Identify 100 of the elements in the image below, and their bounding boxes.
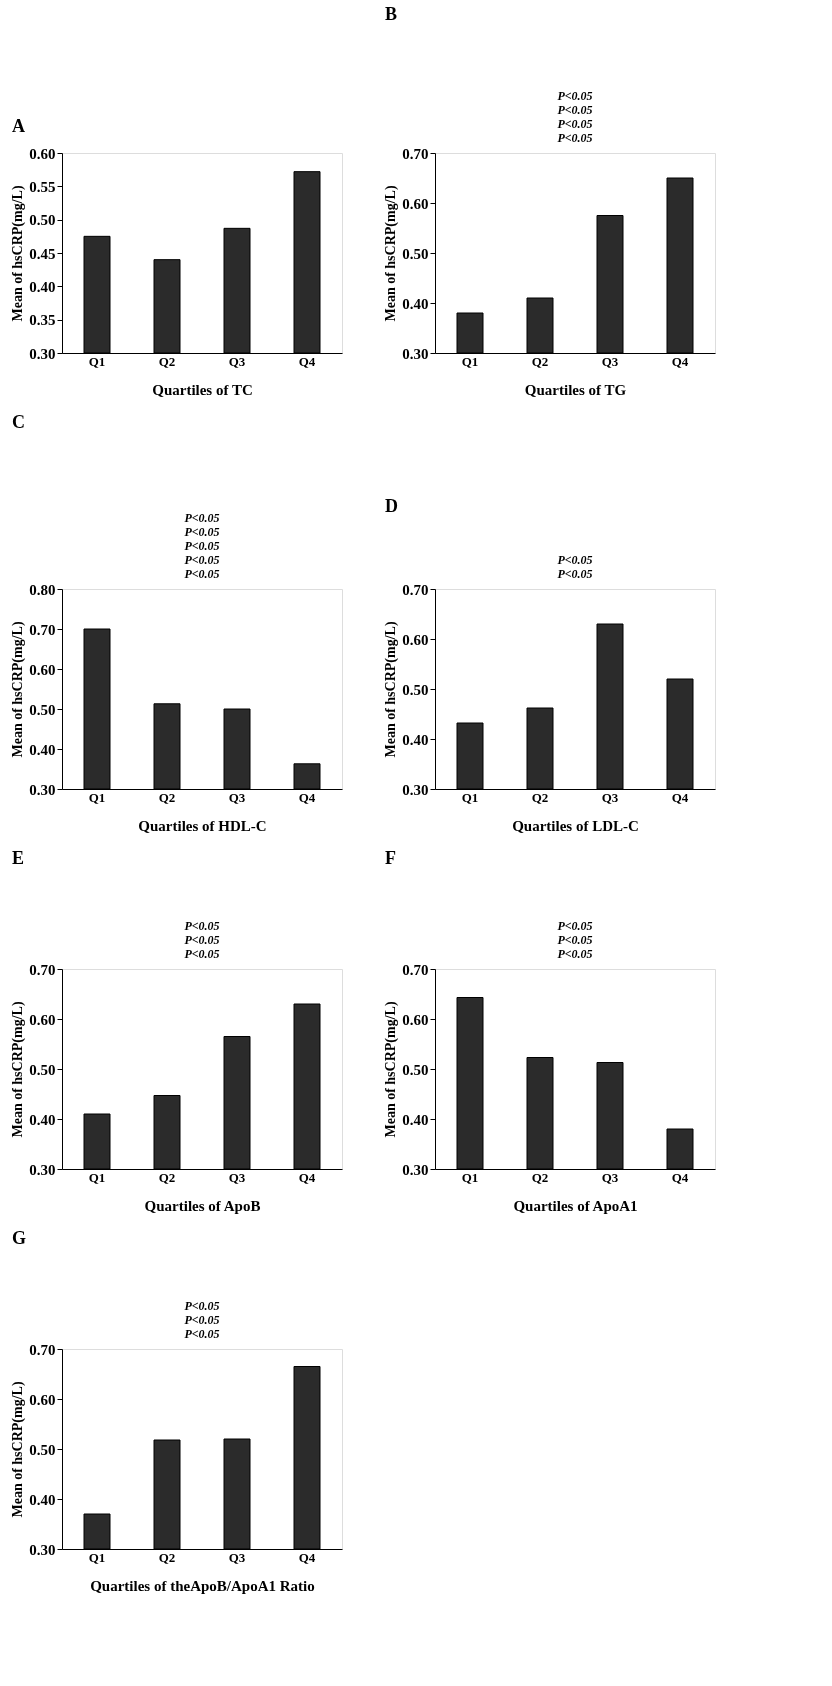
x-tick-label: Q3 [601,1169,619,1185]
x-tick-label: Q1 [461,789,479,805]
x-tick-label: Q3 [601,353,619,369]
x-tick-label: Q2 [531,353,549,369]
y-tick-label: 0.55 [29,178,56,195]
y-tick-label: 0.60 [29,661,56,678]
text: P<0.05 [184,933,220,947]
y-axis-title: Mean of hsCRP(mg/L) [10,621,27,758]
text: P<0.05 [557,103,593,117]
x-axis-title: Quartiles of TC [152,381,253,398]
y-axis-title: Mean of hsCRP(mg/L) [10,185,27,322]
chart-title: B [385,4,398,24]
x-tick-label: Q1 [461,1169,479,1185]
y-tick-label: 0.40 [402,1111,429,1128]
x-axis-title: Quartiles of theApoB/ApoA1 Ratio [90,1577,315,1594]
text: P<0.05 [557,567,593,581]
chart-title: A [12,116,25,136]
chart-title: C [12,412,25,432]
y-axis-title: Mean of hsCRP(mg/L) [383,1001,400,1138]
x-tick-label: Q2 [158,1169,176,1185]
text: P<0.05 [184,947,220,961]
x-axis-title: Quartiles of ApoB [144,1197,261,1214]
x-tick-label: Q4 [298,789,316,805]
y-tick-label: 0.50 [402,245,429,262]
text: P<0.05 [557,553,593,567]
x-tick-label: Q1 [88,1549,106,1565]
text: P<0.05 [557,89,593,103]
y-tick-label: 0.50 [29,701,56,718]
x-tick-label: Q2 [531,1169,549,1185]
text: P<0.05 [184,1299,220,1313]
x-tick-label: Q1 [461,353,479,369]
y-tick-label: 0.60 [402,1011,429,1028]
chart-title: E [12,848,25,868]
y-tick-label: 0.60 [29,1011,56,1028]
chart-title: G [12,1228,27,1248]
x-tick-label: Q3 [228,789,246,805]
y-tick-label: 0.80 [29,581,56,598]
x-tick-label: Q4 [298,1169,316,1185]
x-tick-label: Q2 [158,1549,176,1565]
y-axis-title: Mean of hsCRP(mg/L) [10,1001,27,1138]
y-tick-label: 0.50 [402,1061,429,1078]
text: P<0.05 [184,567,220,581]
y-tick-label: 0.30 [29,781,56,798]
y-tick-label: 0.70 [402,961,429,978]
y-tick-label: 0.70 [29,961,56,978]
x-tick-label: Q2 [531,789,549,805]
chart-title: F [385,848,396,868]
text: P<0.05 [184,539,220,553]
text: P<0.05 [184,553,220,567]
y-tick-label: 0.50 [402,681,429,698]
x-tick-label: Q2 [158,789,176,805]
y-tick-label: 0.45 [29,245,56,262]
y-tick-label: 0.30 [29,345,56,362]
x-tick-label: Q2 [158,353,176,369]
chart-title: D [385,496,398,516]
y-tick-label: 0.50 [29,1061,56,1078]
text: P<0.05 [557,131,593,145]
text: P<0.05 [184,511,220,525]
text: P<0.05 [557,117,593,131]
text: P<0.05 [184,1327,220,1341]
x-tick-label: Q3 [228,353,246,369]
text: P<0.05 [557,919,593,933]
y-tick-label: 0.40 [402,731,429,748]
x-tick-label: Q4 [298,1549,316,1565]
x-axis-title: Quartiles of TG [524,381,627,398]
y-tick-label: 0.50 [29,1441,56,1458]
x-tick-label: Q4 [298,353,316,369]
y-tick-label: 0.60 [402,631,429,648]
y-tick-label: 0.30 [29,1541,56,1558]
y-axis-title: Mean of hsCRP(mg/L) [10,1381,27,1518]
text: P<0.05 [184,1313,220,1327]
x-tick-label: Q1 [88,353,106,369]
y-tick-label: 0.60 [29,1391,56,1408]
x-tick-label: Q3 [228,1549,246,1565]
x-axis-title: Quartiles of ApoA1 [513,1197,638,1214]
x-tick-label: Q1 [88,1169,106,1185]
text: P<0.05 [557,947,593,961]
y-tick-label: 0.35 [29,312,56,329]
y-tick-label: 0.40 [402,295,429,312]
x-axis-title: Quartiles of HDL-C [138,817,267,834]
y-tick-label: 0.70 [29,1341,56,1358]
y-tick-label: 0.30 [402,781,429,798]
y-tick-label: 0.60 [29,145,56,162]
y-axis-title: Mean of hsCRP(mg/L) [383,185,400,322]
y-tick-label: 0.40 [29,1111,56,1128]
y-tick-label: 0.70 [402,581,429,598]
x-tick-label: Q3 [601,789,619,805]
x-tick-label: Q4 [671,789,689,805]
y-tick-label: 0.70 [29,621,56,638]
x-tick-label: Q3 [228,1169,246,1185]
x-tick-label: Q1 [88,789,106,805]
y-tick-label: 0.40 [29,278,56,295]
x-tick-label: Q4 [671,1169,689,1185]
y-tick-label: 0.30 [402,345,429,362]
y-tick-label: 0.40 [29,1491,56,1508]
y-tick-label: 0.70 [402,145,429,162]
text: P<0.05 [184,525,220,539]
text: P<0.05 [184,919,220,933]
y-tick-label: 0.30 [402,1161,429,1178]
text: P<0.05 [557,933,593,947]
